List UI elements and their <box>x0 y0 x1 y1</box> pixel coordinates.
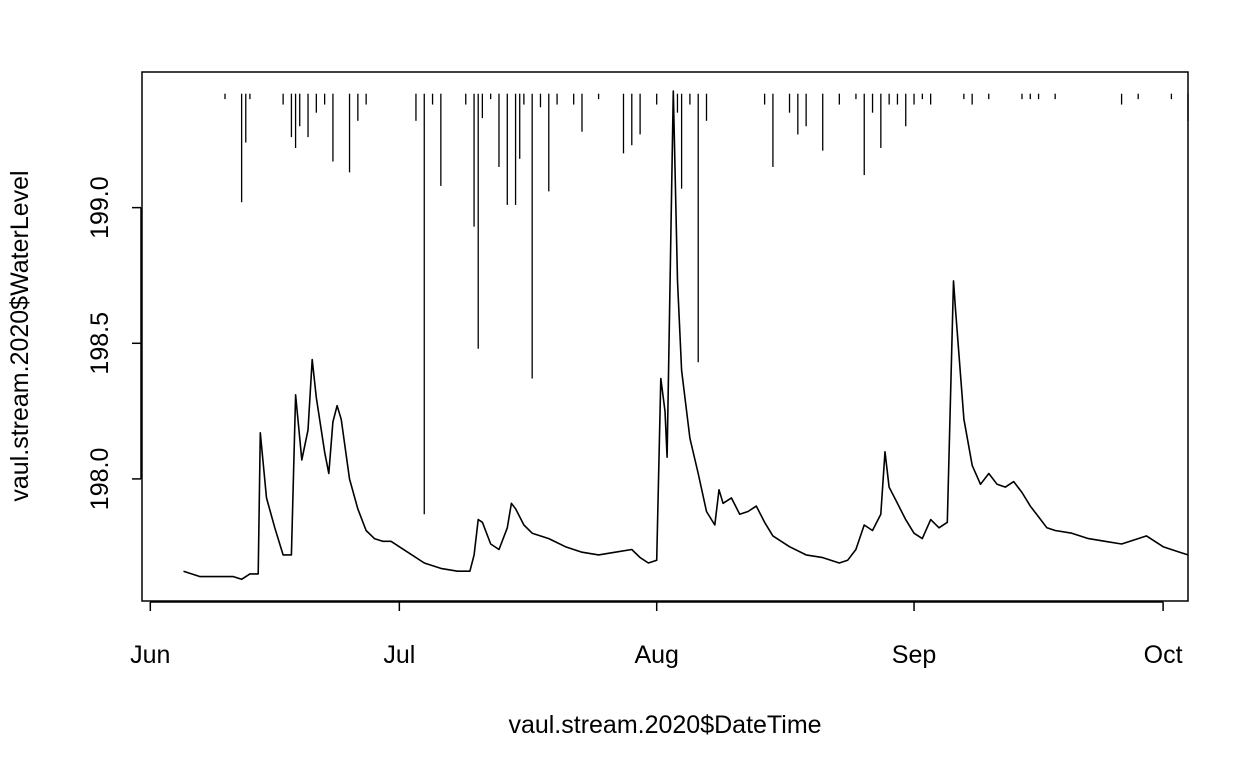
x-tick-label: Aug <box>634 641 678 669</box>
spike-layer <box>224 93 1189 515</box>
plot-frame <box>141 71 1189 602</box>
y-axis: 198.0 198.5 199.0 <box>86 176 142 511</box>
x-tick-label: Jun <box>130 641 170 669</box>
y-tick-label: 198.5 <box>86 312 114 375</box>
x-tick-label: Oct <box>1144 641 1183 669</box>
x-axis-title: vaul.stream.2020$DateTime <box>508 711 821 739</box>
y-tick-label: 199.0 <box>86 176 114 239</box>
y-axis-title: vaul.stream.2020$WaterLevel <box>6 170 34 501</box>
x-axis: Jun Jul Aug Sep Oct <box>130 601 1183 669</box>
y-tick-label: 198.0 <box>86 448 114 511</box>
x-tick-label: Sep <box>892 641 936 669</box>
x-tick-label: Jul <box>383 641 415 669</box>
series-line <box>183 90 1189 581</box>
